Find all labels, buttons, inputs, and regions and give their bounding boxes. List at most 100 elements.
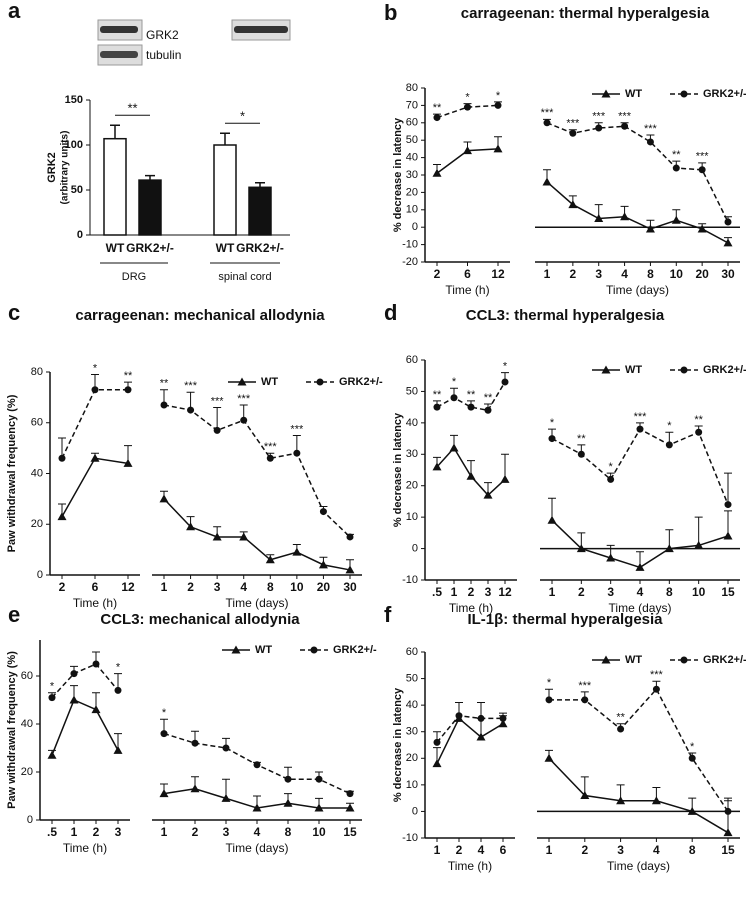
significance-label: ** bbox=[484, 392, 493, 404]
x-tick-label: 8 bbox=[285, 825, 292, 839]
triangle-marker bbox=[159, 494, 169, 503]
circle-marker bbox=[494, 101, 502, 109]
significance-label: * bbox=[465, 92, 470, 104]
x-axis-label: Time (days) bbox=[606, 283, 669, 297]
circle-marker bbox=[284, 775, 292, 783]
significance-label: * bbox=[496, 90, 501, 102]
triangle-marker bbox=[606, 553, 616, 562]
x-tick-label: 12 bbox=[498, 585, 512, 599]
y-tick-label: 30 bbox=[406, 448, 418, 460]
y-tick-label: 30 bbox=[406, 726, 418, 738]
series-line bbox=[163, 404, 351, 538]
x-tick-label: WT bbox=[216, 241, 235, 255]
circle-marker bbox=[433, 114, 441, 122]
x-tick-label: 10 bbox=[312, 825, 326, 839]
significance-label: *** bbox=[696, 151, 710, 163]
y-tick-label: 10 bbox=[406, 204, 418, 216]
circle-marker bbox=[92, 660, 100, 668]
series-line bbox=[163, 498, 351, 571]
x-axis-label: Time (days) bbox=[226, 841, 289, 855]
circle-marker bbox=[698, 166, 706, 174]
significance-label: ** bbox=[467, 389, 476, 401]
circle-marker bbox=[124, 386, 132, 394]
x-tick-label: 8 bbox=[666, 585, 673, 599]
significance-label: *** bbox=[237, 393, 251, 405]
significance-label: *** bbox=[650, 669, 664, 681]
legend-marker bbox=[601, 365, 611, 374]
triangle-marker bbox=[314, 803, 324, 812]
y-tick-label: -10 bbox=[402, 239, 418, 251]
triangle-marker bbox=[113, 745, 123, 754]
circle-marker bbox=[543, 119, 551, 127]
series-line bbox=[436, 717, 504, 764]
x-tick-label: 4 bbox=[637, 585, 644, 599]
x-tick-label: 6 bbox=[500, 843, 507, 857]
x-tick-label: 10 bbox=[670, 267, 684, 281]
x-tick-label: 2 bbox=[187, 580, 194, 594]
circle-marker bbox=[58, 454, 66, 462]
triangle-marker bbox=[90, 453, 100, 462]
x-tick-label: 2 bbox=[434, 267, 441, 281]
triangle-marker bbox=[616, 796, 626, 805]
significance-label: *** bbox=[290, 423, 304, 435]
y-tick-label: 60 bbox=[31, 417, 43, 429]
legend-label: WT bbox=[625, 364, 642, 376]
significance-label: * bbox=[609, 461, 614, 473]
x-tick-label: WT bbox=[106, 241, 125, 255]
circle-marker bbox=[266, 454, 274, 462]
triangle-marker bbox=[635, 562, 645, 571]
triangle-marker bbox=[723, 531, 733, 540]
panel-title: carrageenan: thermal hyperalgesia bbox=[461, 5, 710, 22]
circle-marker bbox=[48, 694, 56, 702]
x-tick-label: 15 bbox=[721, 843, 735, 857]
y-tick-label: 80 bbox=[406, 82, 418, 94]
y-tick-label: 20 bbox=[406, 186, 418, 198]
x-tick-label: 1 bbox=[71, 825, 78, 839]
significance-label: ** bbox=[433, 102, 442, 114]
triangle-marker bbox=[432, 168, 442, 177]
significance-label: * bbox=[240, 109, 245, 124]
circle-marker bbox=[240, 416, 248, 424]
legend-label: GRK2+/- bbox=[703, 88, 746, 100]
panel-title: IL-1β: thermal hyperalgesia bbox=[467, 611, 663, 628]
circle-marker bbox=[484, 406, 492, 414]
significance-label: ** bbox=[124, 370, 133, 382]
x-tick-label: .5 bbox=[432, 585, 442, 599]
significance-label: ** bbox=[127, 101, 137, 116]
y-axis-label: Paw withdrawal frequency (%) bbox=[6, 651, 18, 809]
x-axis-label: Time (days) bbox=[607, 859, 670, 873]
x-tick-label: 4 bbox=[254, 825, 261, 839]
x-tick-label: 2 bbox=[59, 580, 66, 594]
legend-label: GRK2+/- bbox=[703, 364, 746, 376]
circle-marker bbox=[665, 441, 673, 449]
error-bar bbox=[145, 174, 155, 181]
significance-label: ** bbox=[616, 712, 625, 724]
panel-letter: d bbox=[384, 300, 397, 325]
circle-marker bbox=[346, 533, 354, 541]
circle-marker bbox=[114, 686, 122, 694]
triangle-marker bbox=[576, 544, 586, 553]
legend-marker bbox=[316, 378, 324, 386]
circle-marker bbox=[315, 775, 323, 783]
legend-label: WT bbox=[261, 376, 278, 388]
circle-marker bbox=[477, 714, 485, 722]
triangle-marker bbox=[476, 732, 486, 741]
circle-marker bbox=[672, 164, 680, 172]
blot-signal bbox=[100, 51, 138, 58]
significance-label: ** bbox=[160, 378, 169, 390]
x-tick-label: 12 bbox=[491, 267, 505, 281]
x-tick-label: 4 bbox=[240, 580, 247, 594]
x-tick-label: 2 bbox=[456, 843, 463, 857]
x-tick-label: 2 bbox=[93, 825, 100, 839]
triangle-marker bbox=[547, 515, 557, 524]
y-tick-label: 50 bbox=[406, 134, 418, 146]
blot-label: GRK2 bbox=[146, 28, 179, 42]
panel-title: CCL3: mechanical allodynia bbox=[100, 611, 300, 628]
triangle-marker bbox=[544, 753, 554, 762]
triangle-marker bbox=[664, 544, 674, 553]
x-tick-label: 4 bbox=[621, 267, 628, 281]
blot-label: tubulin bbox=[146, 48, 181, 62]
panel-letter: e bbox=[8, 602, 20, 627]
significance-label: *** bbox=[618, 111, 632, 123]
legend-marker bbox=[237, 377, 247, 386]
